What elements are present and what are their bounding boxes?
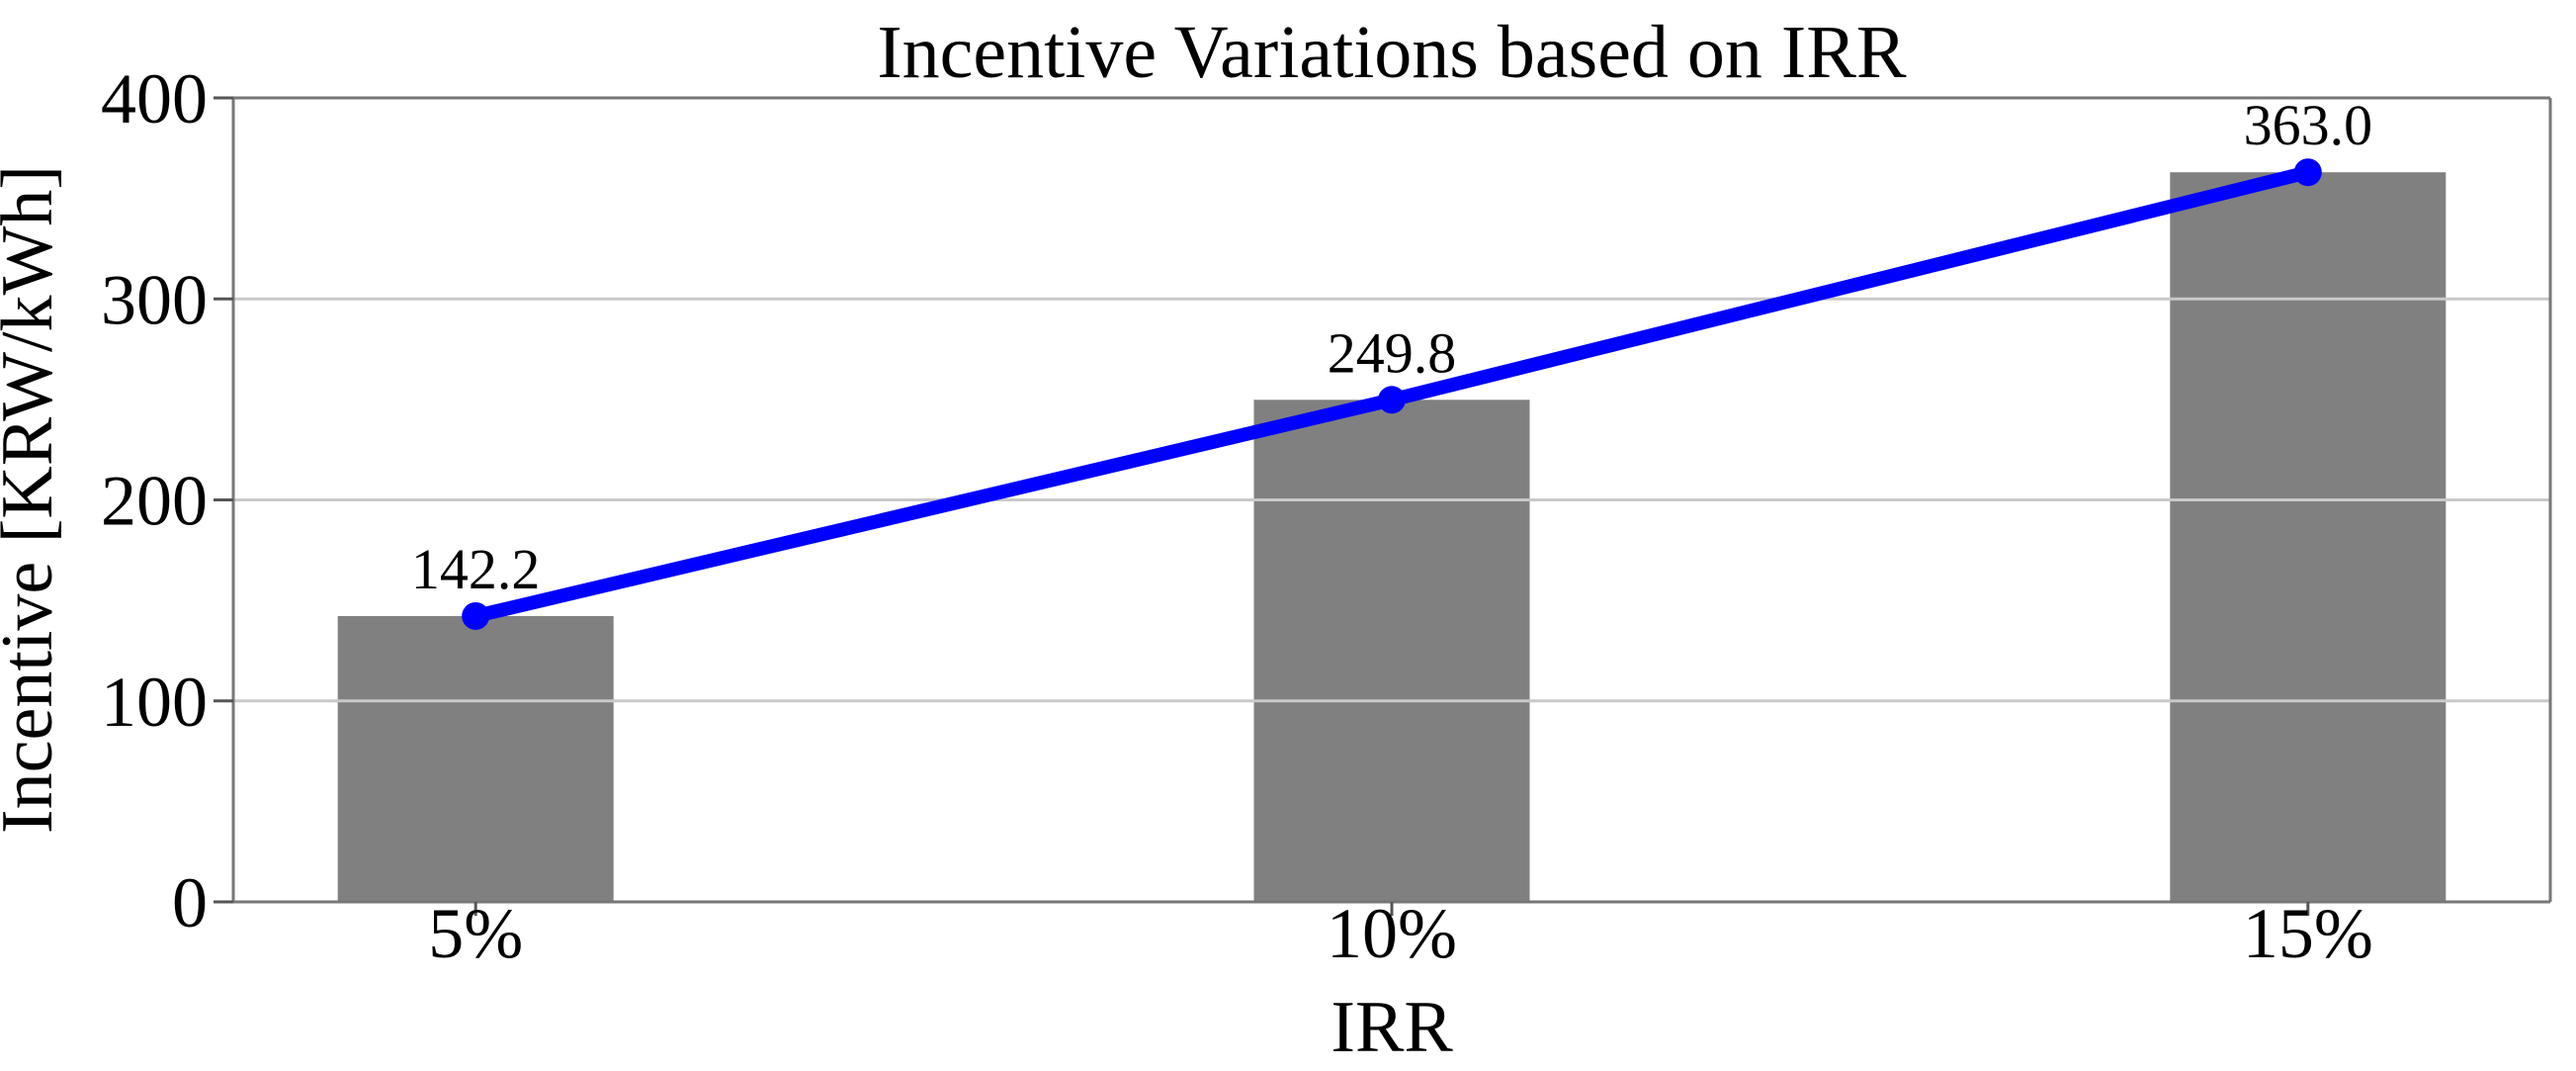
y-axis-label: Incentive [KRW/kWh] bbox=[0, 165, 68, 834]
y-tick-label-200: 200 bbox=[101, 462, 208, 541]
x-tick-label-15%: 15% bbox=[2243, 894, 2373, 973]
trend-line-group bbox=[462, 158, 2322, 630]
axes-group: 0 100 200 300 400 5% 10% 15% bbox=[101, 59, 2552, 973]
y-tick-label-0: 0 bbox=[172, 863, 208, 942]
marker-point-10% bbox=[1378, 386, 1406, 414]
x-tick-label-5%: 5% bbox=[428, 894, 523, 973]
y-tick-label-100: 100 bbox=[101, 663, 208, 742]
data-labels-group: 142.2 249.8 363.0 bbox=[411, 93, 2372, 601]
marker-point-15% bbox=[2293, 158, 2322, 187]
bar-10% bbox=[1253, 400, 1530, 902]
bar-15% bbox=[2170, 172, 2447, 902]
value-label-10%: 249.8 bbox=[1328, 320, 1457, 385]
chart-title: Incentive Variations based on IRR bbox=[877, 11, 1907, 94]
bars-group bbox=[337, 172, 2447, 902]
x-axis-label: IRR bbox=[1331, 987, 1453, 1068]
value-label-5%: 142.2 bbox=[411, 537, 541, 601]
y-tick-label-400: 400 bbox=[101, 59, 208, 138]
y-tick-label-300: 300 bbox=[101, 260, 208, 339]
x-tick-label-10%: 10% bbox=[1327, 894, 1457, 973]
bar-5% bbox=[337, 615, 614, 902]
value-label-15%: 363.0 bbox=[2244, 93, 2373, 157]
marker-point-5% bbox=[462, 601, 490, 630]
